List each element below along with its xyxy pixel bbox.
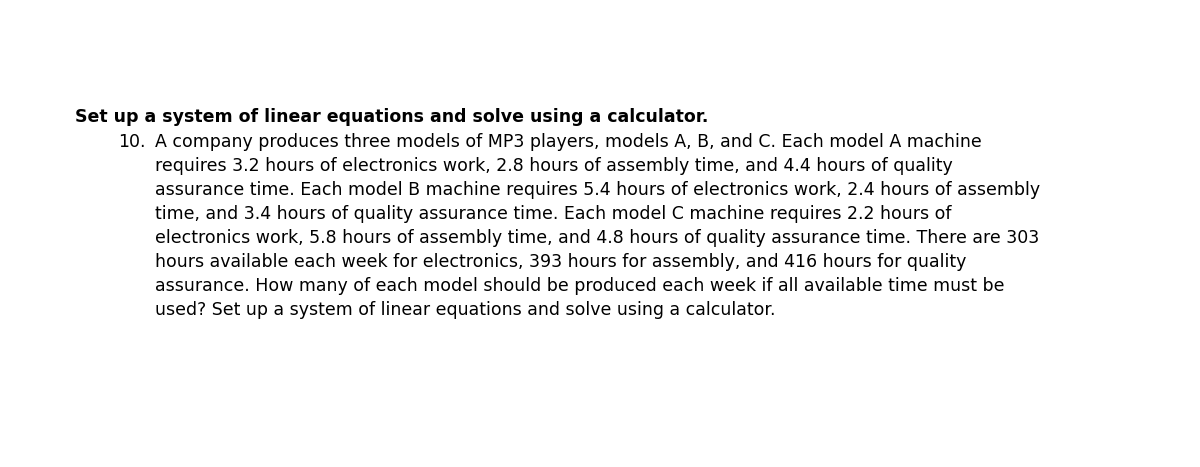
- Text: assurance. How many of each model should be produced each week if all available : assurance. How many of each model should…: [155, 277, 1004, 295]
- Text: A company produces three models of MP3 players, models A, B, and C. Each model A: A company produces three models of MP3 p…: [155, 133, 982, 151]
- Text: assurance time. Each model B machine requires 5.4 hours of electronics work, 2.4: assurance time. Each model B machine req…: [155, 181, 1040, 199]
- Text: used? Set up a system of linear equations and solve using a calculator.: used? Set up a system of linear equation…: [155, 301, 775, 319]
- Text: time, and 3.4 hours of quality assurance time. Each model C machine requires 2.2: time, and 3.4 hours of quality assurance…: [155, 205, 952, 223]
- Text: 10.: 10.: [118, 133, 145, 151]
- Text: requires 3.2 hours of electronics work, 2.8 hours of assembly time, and 4.4 hour: requires 3.2 hours of electronics work, …: [155, 157, 953, 175]
- Text: hours available each week for electronics, 393 hours for assembly, and 416 hours: hours available each week for electronic…: [155, 253, 966, 271]
- Text: Set up a system of linear equations and solve using a calculator.: Set up a system of linear equations and …: [74, 108, 708, 126]
- Text: electronics work, 5.8 hours of assembly time, and 4.8 hours of quality assurance: electronics work, 5.8 hours of assembly …: [155, 229, 1039, 247]
